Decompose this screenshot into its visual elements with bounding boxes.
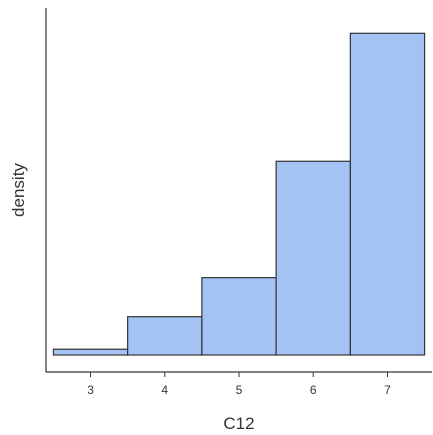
histogram-bar-5: [349, 32, 426, 356]
histogram-bars: [52, 32, 426, 356]
histogram-bar-1: [52, 348, 129, 356]
histogram-bar-4: [275, 160, 351, 356]
x-tick-label-3: 3: [87, 383, 94, 397]
x-tick-label-5: 5: [236, 383, 243, 397]
histogram-bar-3: [201, 277, 277, 356]
x-tick-label-7: 7: [384, 383, 391, 397]
x-tick-label-6: 6: [310, 383, 317, 397]
x-axis-title: C12: [223, 414, 254, 433]
x-tick-label-4: 4: [161, 383, 168, 397]
y-axis-title: density: [9, 163, 28, 217]
histogram-bar-2: [127, 316, 203, 356]
x-axis-ticks: 3 4 5 6 7: [87, 372, 391, 397]
